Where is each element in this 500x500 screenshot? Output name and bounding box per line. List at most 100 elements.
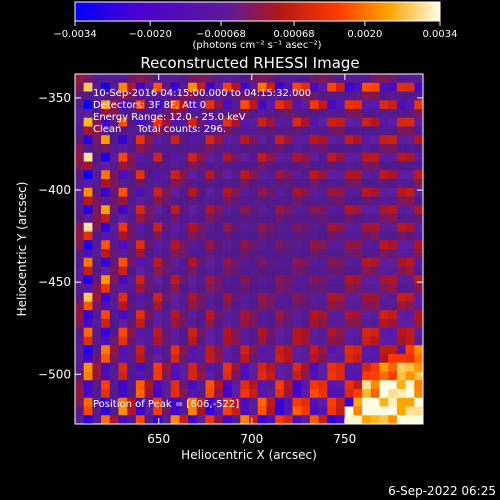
heatmap-cell — [214, 380, 224, 390]
heatmap-cell — [127, 240, 137, 250]
heatmap-cell — [75, 82, 84, 92]
heatmap-cell — [327, 152, 337, 162]
heatmap-cell — [153, 109, 163, 119]
heatmap-cell — [179, 196, 189, 206]
heatmap-cell — [283, 336, 293, 346]
heatmap-cell — [135, 222, 145, 232]
heatmap-cell — [257, 327, 267, 337]
heatmap-cell — [396, 135, 406, 145]
heatmap-cell — [222, 135, 232, 145]
heatmap-cell — [249, 179, 258, 189]
heatmap-cell — [405, 144, 415, 154]
heatmap-cell — [344, 161, 354, 171]
heatmap-cell — [275, 231, 285, 241]
heatmap-cell — [231, 222, 241, 232]
heatmap-cells — [75, 74, 423, 424]
y-axis-label: Heliocentric Y (arcsec) — [15, 182, 29, 317]
heatmap-cell — [118, 91, 128, 101]
heatmap-cell — [222, 275, 232, 285]
heatmap-cell — [249, 249, 258, 259]
heatmap-cell — [414, 301, 423, 311]
heatmap-cell — [266, 327, 276, 337]
heatmap-cell — [231, 336, 241, 346]
heatmap-cell — [266, 362, 276, 372]
heatmap-cell — [153, 380, 163, 390]
heatmap-cell — [222, 257, 232, 267]
heatmap-cell — [275, 74, 285, 84]
heatmap-cell — [240, 345, 250, 355]
heatmap-cell — [249, 319, 258, 329]
heatmap-cell — [275, 362, 285, 372]
heatmap-cell — [205, 319, 215, 329]
heatmap-cell — [196, 415, 206, 424]
heatmap-cell — [301, 214, 311, 224]
heatmap-cell — [370, 100, 380, 110]
heatmap-cell — [327, 117, 337, 127]
heatmap-cell — [135, 389, 145, 399]
heatmap-cell — [336, 284, 345, 294]
heatmap-cell — [196, 266, 206, 276]
heatmap-cell — [135, 406, 145, 416]
heatmap-cell — [75, 397, 84, 407]
heatmap-cell — [309, 74, 319, 84]
heatmap-cell — [127, 292, 137, 302]
heatmap-cell — [240, 301, 250, 311]
heatmap-cell — [179, 371, 189, 381]
heatmap-cell — [188, 319, 198, 329]
heatmap-cell — [109, 240, 119, 250]
heatmap-cell — [196, 354, 206, 364]
heatmap-cell — [283, 231, 293, 241]
heatmap-cell — [301, 179, 311, 189]
colorbar-ticks: −0.0034 −0.0020 −0.00068 0.00068 0.0020 0.003… — [53, 21, 458, 40]
heatmap-cell — [240, 310, 250, 320]
heatmap-cell — [188, 362, 198, 372]
heatmap-cell — [240, 240, 250, 250]
heatmap-cell — [144, 266, 154, 276]
heatmap-cell — [275, 327, 285, 337]
heatmap-cell — [405, 161, 415, 171]
heatmap-cell — [92, 152, 102, 162]
heatmap-cell — [396, 397, 406, 407]
heatmap-cell — [292, 257, 302, 267]
heatmap-cell — [388, 327, 398, 337]
heatmap-cell — [266, 161, 276, 171]
heatmap-cell — [388, 117, 398, 127]
heatmap-cell — [396, 327, 406, 337]
heatmap-cell — [388, 371, 398, 381]
heatmap-cell — [249, 415, 258, 424]
heatmap-cell — [83, 397, 93, 407]
heatmap-cell — [414, 179, 423, 189]
heatmap-cell — [127, 301, 137, 311]
heatmap-cell — [153, 170, 163, 180]
heatmap-cell — [240, 74, 250, 84]
heatmap-cell — [196, 126, 206, 136]
heatmap-cell — [135, 82, 145, 92]
heatmap-cell — [75, 196, 84, 206]
heatmap-cell — [309, 266, 319, 276]
heatmap-cell — [353, 196, 363, 206]
heatmap-cell — [101, 257, 111, 267]
heatmap-cell — [283, 345, 293, 355]
heatmap-cell — [318, 362, 328, 372]
heatmap-cell — [118, 109, 128, 119]
heatmap-cell — [249, 336, 258, 346]
heatmap-cell — [135, 161, 145, 171]
heatmap-cell — [170, 284, 180, 294]
heatmap-cell — [292, 371, 302, 381]
heatmap-cell — [153, 144, 163, 154]
heatmap-cell — [170, 292, 180, 302]
heatmap-cell — [396, 406, 406, 416]
heatmap-cell — [362, 249, 372, 259]
heatmap-cell — [205, 310, 215, 320]
heatmap-cell — [388, 389, 398, 399]
heatmap-cell — [222, 82, 232, 92]
heatmap-cell — [396, 275, 406, 285]
heatmap-cell — [275, 91, 285, 101]
heatmap-cell — [144, 187, 154, 197]
heatmap-cell — [336, 135, 345, 145]
heatmap-cell — [292, 380, 302, 390]
heatmap-cell — [144, 144, 154, 154]
heatmap-cell — [275, 406, 285, 416]
heatmap-cell — [414, 371, 423, 381]
colorbar-tick-label: −0.0020 — [128, 29, 171, 40]
